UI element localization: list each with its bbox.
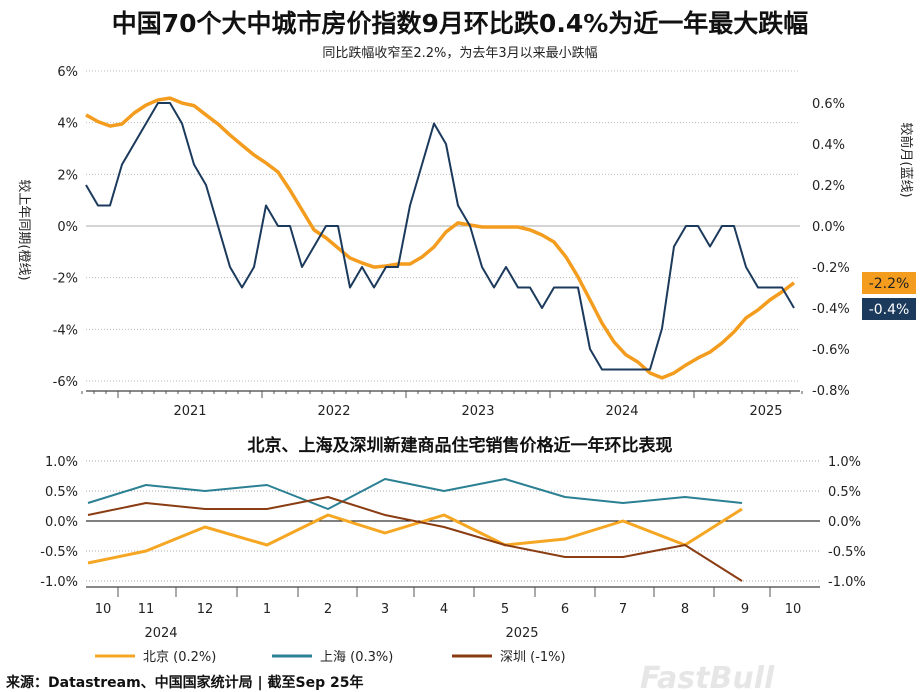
left-tick-label: 6% (57, 65, 78, 80)
year-label: 2024 (144, 626, 177, 641)
x-tick-label: 6 (561, 602, 569, 617)
right-tick-label: -0.6% (812, 343, 850, 358)
right-axis-label: 较前月(蓝线) (898, 122, 914, 197)
right-tick-label: 0.5% (828, 485, 861, 500)
x-tick-label: 7 (619, 602, 627, 617)
legend-label: 北京 (0.2%) (143, 650, 216, 665)
x-tick-label: 2 (324, 602, 332, 617)
left-tick-label: -4% (53, 323, 78, 338)
x-tick-label: 2024 (605, 404, 638, 419)
city-series-line (87, 507, 743, 565)
x-tick-label: 10 (785, 602, 802, 617)
legend-label: 深圳 (-1%) (500, 650, 566, 665)
left-tick-label: 2% (57, 168, 78, 183)
left-tick-label: 0.0% (45, 515, 78, 530)
left-tick-label: -1.0% (40, 575, 78, 590)
end-value-label: -2.2% (869, 276, 910, 292)
year-label: 2025 (505, 626, 538, 641)
source-note: 来源：Datastream、中国国家统计局 | 截至Sep 25年 (6, 675, 364, 691)
chart-title: 中国70个大中城市房价指数9月环比跌0.4%为近一年最大跌幅 (111, 9, 809, 38)
x-tick-label: 2021 (173, 404, 206, 419)
end-value-badge (862, 272, 916, 294)
chart-subtitle: 同比跌幅收窄至2.2%，为去年3月以来最小跌幅 (322, 46, 598, 61)
x-tick-label: 11 (138, 602, 155, 617)
right-tick-label: 1.0% (828, 455, 861, 470)
end-value-label: -0.4% (869, 302, 910, 318)
city-series-line (87, 496, 743, 582)
right-tick-label: -0.5% (828, 545, 866, 560)
right-tick-label: -1.0% (828, 575, 866, 590)
watermark: FastBull (640, 661, 775, 692)
x-tick-label: 10 (95, 602, 112, 617)
right-tick-label: 0.0% (828, 515, 861, 530)
left-axis-label: 较上年同期(橙线) (16, 179, 31, 280)
x-tick-label: 5 (501, 602, 509, 617)
x-tick-label: 9 (741, 602, 749, 617)
x-tick-label: 2023 (461, 404, 494, 419)
left-tick-label: 4% (57, 117, 78, 132)
x-tick-label: 12 (197, 602, 214, 617)
right-tick-label: -0.8% (812, 384, 850, 399)
x-tick-label: 2025 (749, 404, 782, 419)
right-tick-label: -0.2% (812, 261, 850, 276)
left-tick-label: -6% (53, 375, 78, 390)
left-tick-label: 0% (57, 220, 78, 235)
left-tick-label: -2% (53, 272, 78, 287)
x-tick-label: 8 (681, 602, 689, 617)
x-tick-label: 4 (440, 602, 448, 617)
right-tick-label: 0.4% (812, 138, 845, 153)
x-tick-label: 3 (381, 602, 389, 617)
legend-label: 上海 (0.3%) (320, 650, 393, 665)
x-tick-label: 2022 (317, 404, 350, 419)
left-tick-label: 0.5% (45, 485, 78, 500)
right-tick-label: -0.4% (812, 302, 850, 317)
subchart-title: 北京、上海及深圳新建商品住宅销售价格近一年环比表现 (248, 435, 673, 456)
right-tick-label: 0.6% (812, 97, 845, 112)
right-tick-label: 0.2% (812, 179, 845, 194)
right-tick-label: 0.0% (812, 220, 845, 235)
left-tick-label: -0.5% (40, 545, 78, 560)
yoy-series-line (85, 96, 796, 380)
mom-series-line (85, 102, 795, 371)
end-value-badge (862, 298, 916, 320)
city-series-line (87, 478, 743, 510)
x-tick-label: 1 (263, 602, 271, 617)
left-tick-label: 1.0% (45, 455, 78, 470)
